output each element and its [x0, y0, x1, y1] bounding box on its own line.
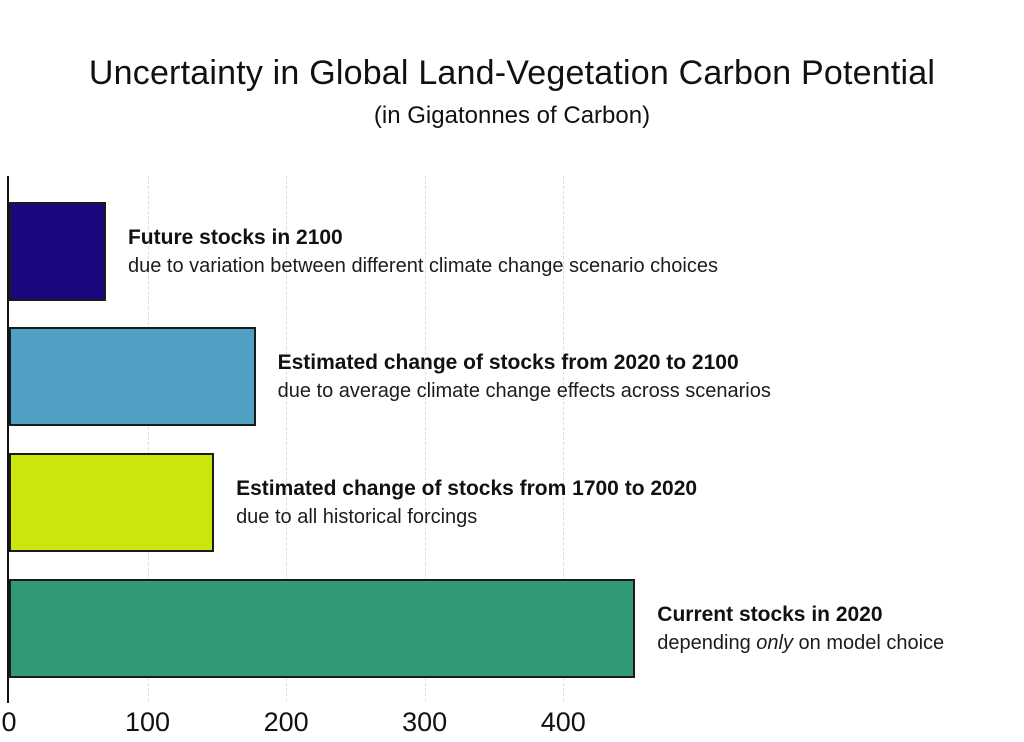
- plain-text: depending: [657, 631, 757, 654]
- chart-header: Uncertainty in Global Land-Vegetation Ca…: [0, 54, 1024, 130]
- plain-text: due to average climate change effects ac…: [277, 379, 771, 402]
- x-tick-label-400: 400: [540, 707, 586, 737]
- chart-subtitle: (in Gigatonnes of Carbon): [373, 102, 651, 129]
- y-axis-line: [7, 176, 9, 703]
- bar-4-annotation: Current stocks in 2020 depending only on …: [657, 600, 944, 658]
- bar-annotation-sub: depending only on model choice: [657, 629, 944, 658]
- bar-1: [9, 202, 106, 301]
- chart-title: Uncertainty in Global Land-Vegetation Ca…: [88, 54, 936, 92]
- plain-text: due to variation between different clima…: [127, 254, 718, 277]
- bar-annotation-sub: due to variation between different clima…: [128, 252, 718, 281]
- bar-annotation-sub: due to all historical forcings: [236, 503, 697, 532]
- bar-2-annotation: Estimated change of stocks from 2020 to …: [278, 348, 771, 406]
- x-tick-label-0: 0: [1, 707, 17, 737]
- x-tick-label-100: 100: [125, 707, 171, 737]
- x-tick-label-300: 300: [402, 707, 448, 737]
- bar-annotation-title: Current stocks in 2020: [657, 602, 883, 626]
- gridline-100: [147, 176, 149, 701]
- bar-4: [9, 579, 636, 678]
- bar-1-annotation: Future stocks in 2100 due to variation be…: [128, 223, 718, 281]
- bar-2: [9, 327, 256, 426]
- gridline-200: [286, 176, 288, 701]
- plain-text: due to all historical forcings: [236, 505, 478, 528]
- gridline-400: [563, 176, 565, 701]
- bar-annotation-title: Estimated change of stocks from 1700 to …: [236, 476, 698, 500]
- bar-3-annotation: Estimated change of stocks from 1700 to …: [236, 474, 697, 532]
- gridline-300: [424, 176, 426, 701]
- x-tick-label-200: 200: [263, 707, 309, 737]
- plain-text: on model choice: [792, 631, 945, 654]
- bar-annotation-title: Estimated change of stocks from 2020 to …: [277, 350, 739, 374]
- bar-annotation-title: Future stocks in 2100: [127, 225, 343, 249]
- italic-text: only: [756, 631, 793, 654]
- bar-annotation-sub: due to average climate change effects ac…: [278, 377, 771, 406]
- bar-3: [9, 453, 215, 552]
